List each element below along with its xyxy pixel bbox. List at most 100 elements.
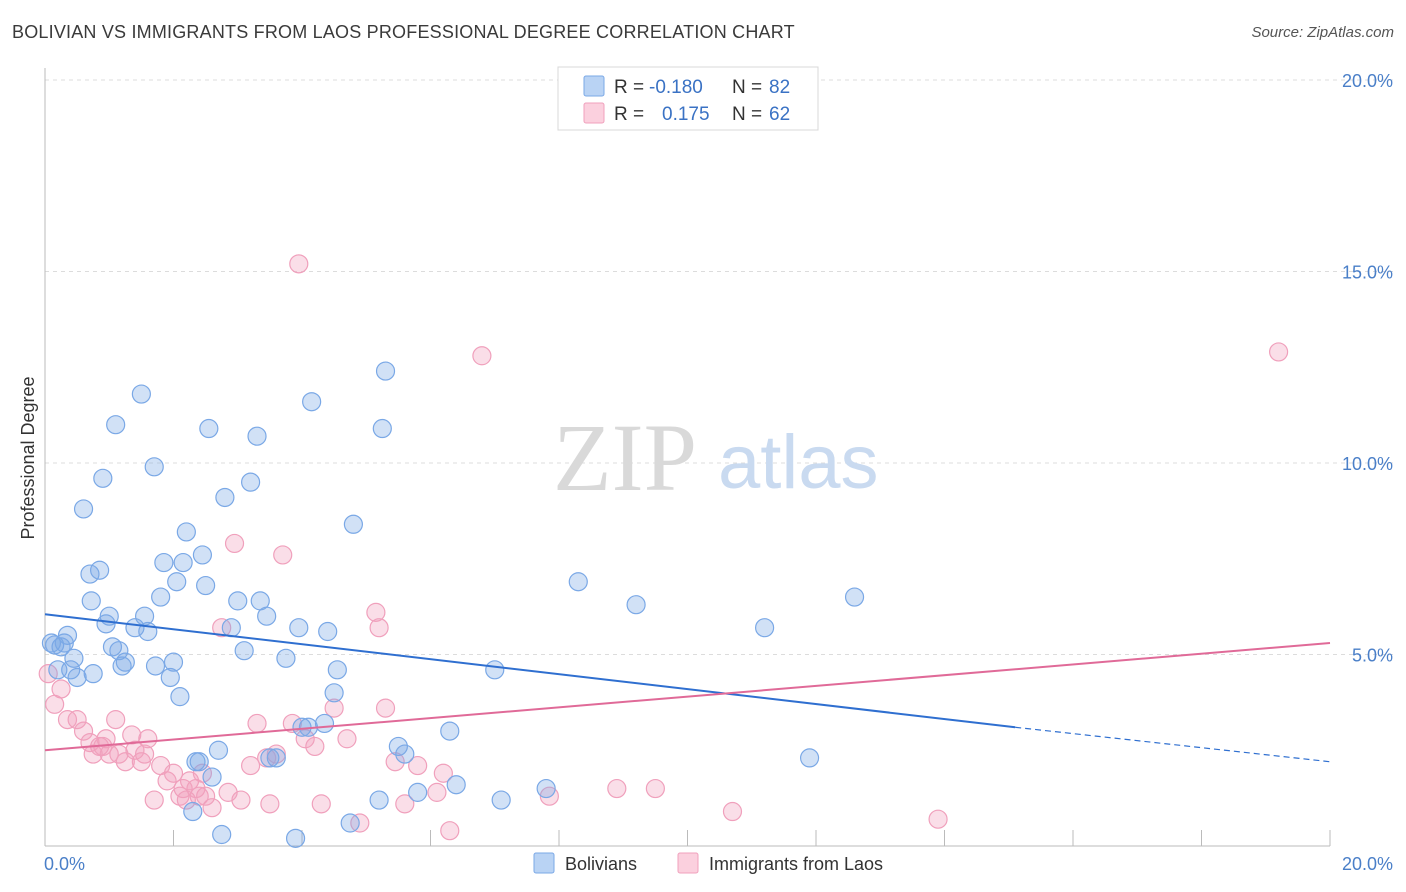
laos-point (472, 346, 492, 366)
bolivian-point (109, 641, 129, 661)
bolivian-point (276, 648, 296, 668)
bolivian-point (61, 660, 81, 680)
bolivian-point (163, 652, 184, 672)
trend-lines (44, 613, 1331, 763)
bolivian-point (170, 687, 190, 707)
laos-points (38, 254, 1289, 841)
laos-point (408, 755, 428, 776)
bolivian-point (260, 748, 280, 768)
axes (44, 68, 1331, 847)
laos-point (273, 545, 293, 565)
bolivian-point (446, 775, 466, 795)
y-tick-label: 10.0% (1342, 454, 1393, 474)
bolivian-point (67, 667, 87, 688)
bolivian-point (568, 572, 588, 592)
laos-point (440, 821, 460, 841)
grid-lines (45, 79, 1395, 655)
bolivian-point (57, 625, 78, 645)
bolivian-point (176, 522, 196, 542)
laos-point (131, 752, 151, 772)
bolivian-point (73, 499, 94, 519)
y-tick-label: 5.0% (1352, 646, 1393, 666)
legend-n-label-bolivians: N = (732, 77, 762, 98)
legend-r-laos: 0.175 (662, 104, 710, 125)
bolivian-point (221, 618, 241, 638)
bolivian-point (754, 618, 775, 638)
y-tick-label: 20.0% (1342, 71, 1393, 91)
laos-point (57, 710, 78, 730)
x-tick-label: 20.0% (1342, 854, 1393, 874)
bottom-legend-bolivians: Bolivians (565, 854, 637, 874)
bolivian-point (144, 457, 164, 477)
laos-point (311, 794, 331, 814)
laos-point (722, 801, 743, 822)
bottom-legend: Bolivians Immigrants from Laos (533, 852, 883, 874)
watermark-zip: ZIP (553, 404, 697, 511)
bolivian-point (324, 683, 344, 703)
bolivian-point (93, 468, 113, 488)
laos-point (125, 740, 145, 760)
bolivian-point (536, 778, 556, 799)
laos-point (247, 713, 267, 734)
legend-swatch-laos (583, 102, 605, 124)
laos-point (138, 729, 158, 749)
legend-n-bolivians: 82 (769, 77, 790, 98)
legend-r-label-laos: R = (614, 104, 644, 125)
laos-point (241, 755, 261, 776)
bolivian-point (189, 752, 209, 772)
laos-point (395, 794, 415, 814)
bolivian-point (266, 748, 286, 768)
y-tick-labels: 5.0% 10.0% 15.0% 20.0% (1342, 71, 1393, 666)
bolivian-point (64, 648, 84, 668)
bolivian-point (302, 392, 322, 412)
bolivian-point (318, 621, 338, 642)
laos-point (51, 679, 71, 699)
laos-point (433, 763, 453, 783)
bolivian-point (81, 591, 101, 611)
bolivian-point (199, 418, 219, 439)
laos-point (366, 602, 386, 622)
bolivian-point (208, 740, 229, 760)
bottom-legend-laos: Immigrants from Laos (709, 854, 883, 874)
bolivian-point (106, 415, 126, 435)
laos-point (196, 786, 216, 806)
bolivian-point (151, 587, 171, 607)
bolivian-point (247, 426, 267, 446)
chart-title: BOLIVIAN VS IMMIGRANTS FROM LAOS PROFESS… (12, 22, 795, 42)
bolivian-point (80, 564, 100, 584)
bolivian-point (228, 591, 248, 611)
bolivian-point (115, 652, 135, 672)
bolivian-point (485, 660, 505, 680)
bolivian-point (388, 736, 408, 757)
laos-point (1268, 342, 1289, 362)
bolivian-points (41, 361, 865, 848)
laos-point (106, 710, 126, 730)
bolivian-point (375, 361, 396, 381)
bolivian-point (327, 660, 347, 680)
bottom-legend-swatch-bolivians (533, 852, 555, 874)
bolivian-point (234, 641, 254, 661)
bolivian-point (369, 790, 389, 810)
laos-point (83, 744, 103, 764)
legend-box: R = -0.180 N = 82 R = 0.175 N = 62 (557, 66, 819, 131)
laos-point (385, 752, 405, 772)
laos-point (212, 618, 232, 638)
bolivian-point (154, 552, 174, 573)
laos-point (163, 763, 184, 783)
bolivian-point (183, 801, 203, 822)
bolivian-point (395, 744, 415, 764)
bolivian-point (844, 587, 865, 607)
laos-point (38, 664, 58, 684)
legend-n-laos: 62 (769, 104, 790, 125)
laos-point (67, 710, 87, 730)
bolivian-point (289, 618, 309, 638)
bolivian-point (90, 560, 110, 580)
laos-point (305, 736, 325, 757)
laos-point (645, 778, 665, 799)
laos-point (350, 813, 370, 833)
bolivian-point (196, 575, 216, 596)
laos-point (73, 721, 94, 741)
legend-r-label-bolivians: R = (614, 77, 644, 98)
legend-n-label-laos: N = (732, 104, 762, 125)
